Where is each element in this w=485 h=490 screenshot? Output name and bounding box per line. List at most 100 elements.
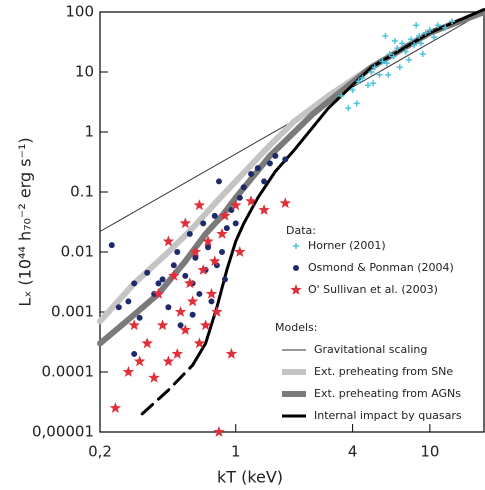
point	[162, 235, 175, 247]
point	[179, 217, 191, 229]
point	[211, 212, 218, 219]
point	[215, 178, 222, 185]
point	[197, 264, 209, 275]
model-line	[97, 9, 485, 325]
point	[174, 249, 181, 255]
point	[148, 371, 160, 383]
point	[205, 287, 218, 299]
point	[186, 295, 199, 307]
point	[338, 92, 345, 99]
point	[192, 254, 199, 261]
point	[376, 71, 383, 78]
point	[152, 287, 165, 299]
plot-frame	[99, 11, 485, 433]
point	[390, 53, 397, 60]
y-tick-label: 0.0001	[42, 363, 95, 381]
point	[419, 50, 426, 57]
point	[223, 225, 230, 232]
point	[254, 165, 261, 172]
point	[234, 246, 246, 257]
point	[171, 347, 183, 359]
point	[382, 32, 389, 39]
point	[379, 58, 386, 65]
point	[411, 42, 418, 49]
point	[155, 280, 162, 287]
point	[383, 60, 390, 67]
point	[216, 227, 228, 239]
legend-marker	[293, 265, 299, 271]
x-axis-label: kT (keV)	[217, 468, 283, 487]
point	[272, 152, 279, 159]
point	[131, 280, 138, 287]
point	[230, 199, 242, 211]
point	[449, 18, 455, 25]
point	[225, 347, 238, 359]
point	[364, 82, 371, 89]
y-tick-label: 100	[65, 3, 94, 21]
point	[219, 209, 231, 221]
point	[359, 74, 366, 81]
y-tick-label: 1	[84, 123, 94, 141]
point	[133, 355, 146, 367]
point	[385, 71, 392, 78]
point	[442, 24, 449, 31]
point	[208, 298, 215, 305]
point	[182, 272, 189, 279]
point	[248, 170, 255, 177]
point	[170, 262, 177, 269]
point	[159, 276, 166, 283]
point	[196, 290, 203, 297]
y-tick-label: 0,00001	[32, 423, 94, 441]
point	[394, 45, 401, 52]
point	[162, 355, 175, 367]
point	[205, 244, 212, 251]
point	[165, 304, 172, 311]
point	[258, 204, 270, 215]
point	[219, 249, 226, 255]
point	[353, 100, 360, 107]
point	[396, 64, 403, 71]
point	[125, 298, 132, 305]
point	[368, 69, 375, 75]
point	[399, 40, 406, 47]
x-tick-label: 1	[231, 443, 241, 461]
point	[200, 220, 207, 227]
point	[266, 160, 273, 167]
y-tick-label: 10	[75, 63, 94, 81]
point	[202, 235, 214, 247]
point	[115, 304, 122, 311]
point	[184, 277, 196, 289]
point	[174, 306, 187, 317]
point	[221, 276, 228, 283]
legend-label: O' Sullivan et al. (2003)	[308, 283, 438, 296]
legend-title: Models:	[275, 321, 317, 334]
point	[422, 29, 429, 36]
point	[386, 50, 393, 57]
y-axis-label: Lₓ (10⁴⁴ h₇₀⁻² erg s⁻¹)	[16, 137, 35, 306]
legend-label: Horner (2001)	[308, 239, 386, 252]
legend-label: Ext. preheating from AGNs	[314, 387, 461, 400]
point	[213, 426, 225, 437]
point	[122, 366, 135, 377]
legend-label: Gravitational scaling	[314, 343, 427, 356]
point	[282, 156, 289, 163]
point	[168, 269, 180, 281]
point	[199, 319, 212, 331]
point	[417, 40, 424, 47]
legend-label: Ext. preheating from SNe	[314, 365, 453, 378]
y-tick-label: 0.1	[70, 183, 94, 201]
point	[156, 319, 169, 331]
legend-marker	[290, 284, 302, 295]
point	[211, 306, 223, 317]
point	[416, 32, 423, 39]
x-tick-label: 10	[420, 443, 439, 461]
point	[144, 269, 151, 276]
point	[141, 337, 153, 349]
y-tick-label: 0.01	[61, 243, 94, 261]
point	[109, 402, 122, 413]
point	[236, 194, 243, 201]
model-line	[140, 363, 195, 416]
point	[193, 337, 206, 349]
point	[209, 255, 221, 267]
